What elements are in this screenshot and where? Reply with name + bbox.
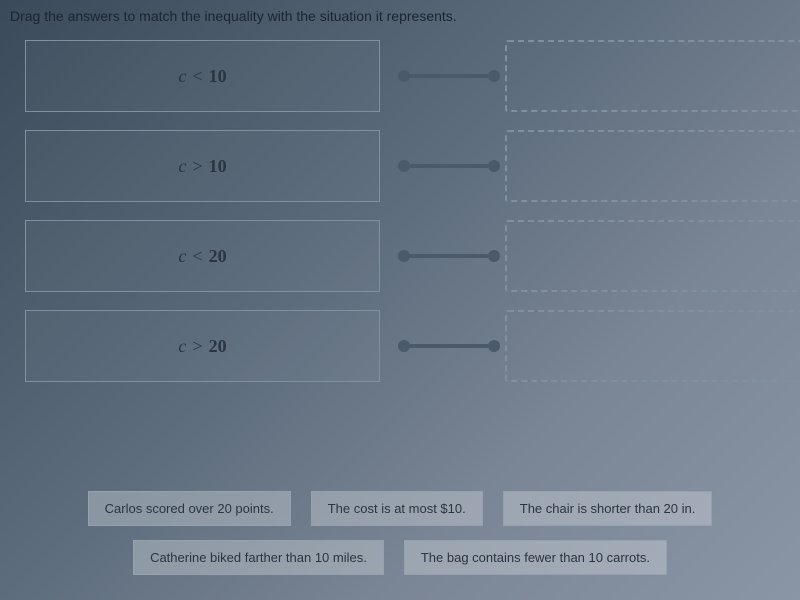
variable: c — [178, 156, 186, 177]
drop-zone-1[interactable] — [505, 40, 800, 112]
operator: < — [192, 66, 202, 87]
match-row: c < 20 — [25, 220, 775, 292]
inequality-box-3[interactable]: c < 20 — [25, 220, 380, 292]
match-row: c < 10 — [25, 40, 775, 112]
inequality-box-2[interactable]: c > 10 — [25, 130, 380, 202]
connector-dot-right — [488, 70, 500, 82]
variable: c — [178, 336, 186, 357]
answer-chip[interactable]: Carlos scored over 20 points. — [88, 491, 291, 526]
connector — [398, 250, 500, 262]
match-row: c > 20 — [25, 310, 775, 382]
connector — [398, 70, 500, 82]
connector-dot-right — [488, 340, 500, 352]
answer-chip[interactable]: The bag contains fewer than 10 carrots. — [404, 540, 667, 575]
matching-area: c < 10 c > 10 c < 20 — [0, 40, 800, 382]
inequality-box-1[interactable]: c < 10 — [25, 40, 380, 112]
connector — [398, 160, 500, 172]
inequality-box-4[interactable]: c > 20 — [25, 310, 380, 382]
variable: c — [178, 66, 186, 87]
value: 10 — [209, 66, 227, 87]
drop-zone-4[interactable] — [505, 310, 800, 382]
operator: > — [192, 156, 202, 177]
connector-line — [410, 74, 488, 78]
connector-dot-left — [398, 160, 410, 172]
operator: < — [192, 246, 202, 267]
answer-chip[interactable]: The chair is shorter than 20 in. — [503, 491, 713, 526]
connector-line — [410, 344, 488, 348]
connector-line — [410, 254, 488, 258]
variable: c — [178, 246, 186, 267]
drop-zone-3[interactable] — [505, 220, 800, 292]
answer-chip[interactable]: The cost is at most $10. — [311, 491, 483, 526]
instruction-text: Drag the answers to match the inequality… — [0, 0, 800, 40]
value: 10 — [209, 156, 227, 177]
drop-zone-2[interactable] — [505, 130, 800, 202]
operator: > — [192, 336, 202, 357]
connector-dot-left — [398, 70, 410, 82]
connector-line — [410, 164, 488, 168]
value: 20 — [209, 246, 227, 267]
connector-dot-left — [398, 250, 410, 262]
connector-dot-right — [488, 160, 500, 172]
connector — [398, 340, 500, 352]
connector-dot-left — [398, 340, 410, 352]
answer-chip[interactable]: Catherine biked farther than 10 miles. — [133, 540, 384, 575]
answer-bank: Carlos scored over 20 points. The cost i… — [0, 476, 800, 600]
connector-dot-right — [488, 250, 500, 262]
match-row: c > 10 — [25, 130, 775, 202]
value: 20 — [209, 336, 227, 357]
